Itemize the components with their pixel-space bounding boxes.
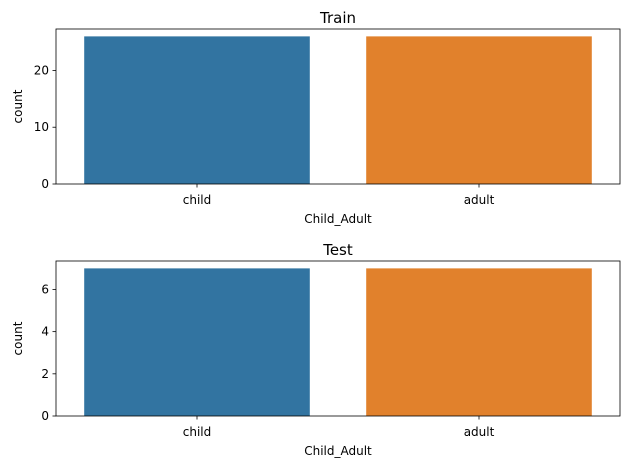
bar-child [84, 36, 310, 184]
y-axis-label: count [11, 89, 25, 123]
chart-title: Train [319, 9, 356, 27]
y-tick-label: 6 [41, 282, 49, 296]
train-chart: 0 10 20 child adult Train Child_Adult count [11, 9, 621, 226]
x-tick-label-child: child [183, 425, 212, 439]
y-axis-label: count [11, 321, 25, 355]
x-axis-label: Child_Adult [304, 212, 372, 226]
x-tick-label-child: child [183, 193, 212, 207]
axes-frame [55, 28, 621, 185]
y-tick-label: 4 [41, 325, 49, 339]
bar-adult [366, 36, 592, 184]
y-tick-label: 20 [34, 63, 49, 77]
y-tick-label: 0 [41, 177, 49, 191]
y-tick-label: 10 [34, 120, 49, 134]
y-tick-label: 2 [41, 367, 49, 381]
chart-title: Test [322, 241, 353, 259]
test-chart: 0 2 4 6 child adult Test Child_Adult count [11, 241, 621, 458]
x-tick-label-adult: adult [464, 193, 495, 207]
axes-frame [55, 260, 621, 417]
bar-adult [366, 268, 592, 416]
x-tick-label-adult: adult [464, 425, 495, 439]
bar-child [84, 268, 310, 416]
y-tick-label: 0 [41, 409, 49, 423]
x-axis-label: Child_Adult [304, 444, 372, 458]
